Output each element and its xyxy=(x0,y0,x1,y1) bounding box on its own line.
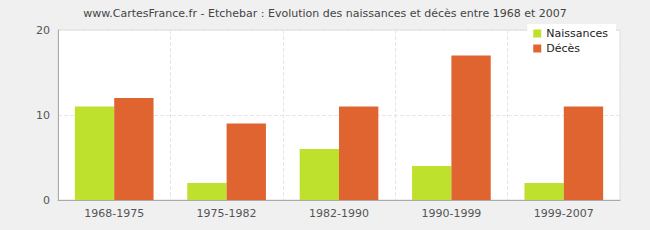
svg-text:1982-1990: 1982-1990 xyxy=(309,207,369,220)
svg-text:Naissances: Naissances xyxy=(546,27,608,40)
svg-text:0: 0 xyxy=(43,194,50,207)
svg-text:1990-1999: 1990-1999 xyxy=(421,207,481,220)
svg-text:1975-1982: 1975-1982 xyxy=(197,207,257,220)
svg-text:10: 10 xyxy=(36,109,50,122)
svg-text:1968-1975: 1968-1975 xyxy=(84,207,144,220)
svg-text:Décès: Décès xyxy=(546,42,580,55)
svg-text:www.CartesFrance.fr - Etchebar: www.CartesFrance.fr - Etchebar : Evoluti… xyxy=(83,7,566,20)
svg-text:1999-2007: 1999-2007 xyxy=(534,207,594,220)
svg-text:20: 20 xyxy=(36,24,50,37)
